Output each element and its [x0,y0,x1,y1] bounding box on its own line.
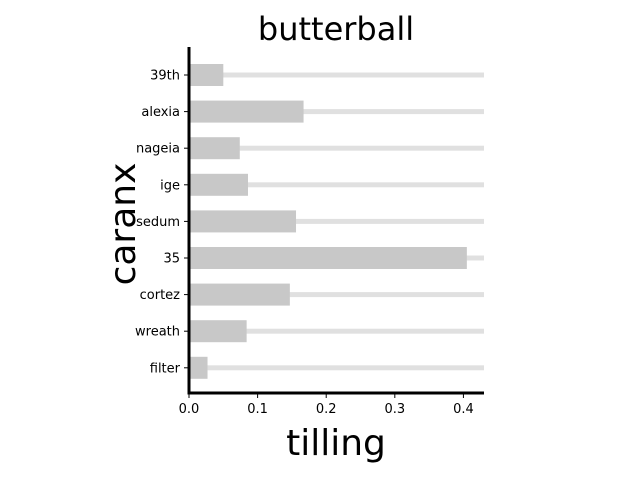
x-tick-label-0.4: 0.4 [453,402,474,417]
bar-39th [189,64,224,86]
y-axis-label: caranx [103,163,144,286]
bar-track-wreath [189,328,484,334]
category-label-cortez: cortez [140,288,181,303]
x-tick-label-0.3: 0.3 [384,402,405,417]
bar-nageia [189,137,240,160]
x-tick-label-0.2: 0.2 [316,402,337,417]
category-labels: 39th alexia nageia ige sedum 35 cortez wreath fi… [135,69,189,376]
bar-track-nageia [189,145,484,151]
bar-track-alexia [189,109,484,115]
x-tick-label-0.1: 0.1 [247,402,268,417]
category-label-35: 35 [163,252,180,267]
x-axis-ticks: 0.0 0.1 0.2 0.3 0.4 [179,393,474,417]
bar-sedum [189,210,297,233]
bar-cortez [189,283,290,306]
category-label-sedum: sedum [136,215,180,230]
bars [189,64,467,379]
bar-wreath [189,320,247,343]
category-label-nageia: nageia [136,142,180,157]
bar-alexia [189,100,304,123]
bar-track-filter [189,365,484,371]
category-label-ige: ige [160,178,180,193]
bar-35 [189,247,467,269]
chart-title: butterball [258,10,414,48]
x-tick-label-0.0: 0.0 [179,402,200,417]
category-label-39th: 39th [150,69,180,84]
category-label-filter: filter [150,361,181,376]
bar-track-ige [189,182,484,188]
bar-track-39th [189,72,484,78]
bar-ige [189,173,248,196]
category-label-wreath: wreath [135,325,180,340]
bar-track-sedum [189,218,484,224]
x-axis-label: tilling [286,423,386,464]
category-label-alexia: alexia [141,105,180,120]
bar-track-cortez [189,292,484,298]
bar-filter [189,356,208,379]
